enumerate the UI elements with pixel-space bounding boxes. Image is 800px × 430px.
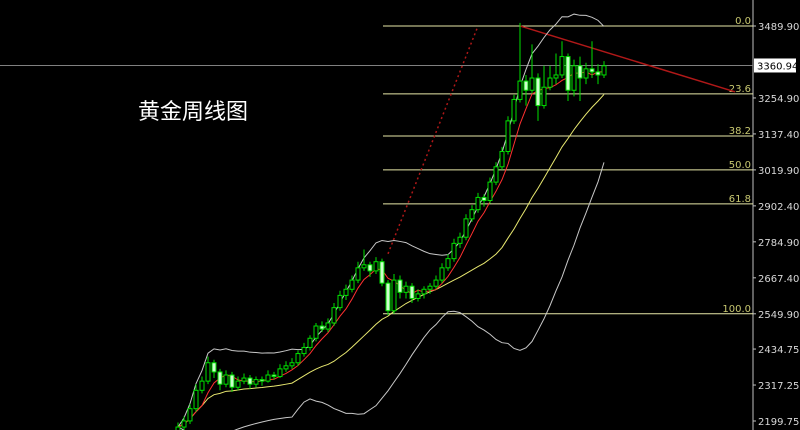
candle-up [313, 325, 319, 339]
candle-up [553, 74, 559, 79]
candle-down [319, 325, 325, 330]
y-tick-label: 2549.90 [758, 310, 799, 321]
fib-level-label: 61.8 [729, 194, 751, 205]
candle-up [355, 267, 361, 281]
bollinger-upper-band [177, 13, 605, 428]
candle-up [187, 408, 193, 422]
candle-up [541, 86, 547, 107]
candle-up [175, 426, 181, 430]
candle-up [451, 242, 457, 260]
fib-connector-dotted-line [387, 25, 479, 255]
candle-down [367, 264, 373, 272]
candle-up [283, 365, 289, 370]
current-price-box [754, 58, 796, 73]
candle-up [241, 377, 247, 382]
candle-up [511, 98, 517, 122]
candle-down [259, 379, 265, 382]
candle-up [391, 279, 397, 312]
candle-down [385, 282, 391, 312]
candle-up [223, 374, 229, 385]
y-tick-label: 2784.90 [758, 238, 799, 249]
candle-down [211, 362, 217, 373]
candle-up [253, 379, 259, 385]
candle-down [379, 261, 385, 284]
candle-up [343, 288, 349, 296]
candle-up [487, 181, 493, 201]
candle-down [523, 80, 529, 91]
candle-up [583, 68, 589, 79]
candle-down [589, 68, 595, 73]
candle-up [601, 65, 607, 76]
candle-up [445, 258, 451, 269]
candle-up [337, 294, 343, 309]
fib-level-label: 100.0 [722, 304, 751, 315]
y-tick-label: 3137.40 [758, 130, 799, 141]
fib-level-label: 0.0 [735, 16, 751, 27]
resistance-trendline [519, 25, 736, 93]
y-tick-label: 3489.90 [758, 22, 799, 33]
y-tick-label: 2434.75 [758, 345, 799, 356]
candle-up [529, 77, 535, 91]
candle-up [205, 362, 211, 382]
fib-level-label: 38.2 [729, 126, 751, 137]
candle-up [295, 353, 301, 364]
candle-up [349, 279, 355, 290]
candle-up [499, 150, 505, 168]
candle-up [199, 380, 205, 391]
y-tick-label: 2199.75 [758, 417, 799, 428]
candle-down [409, 285, 415, 299]
candle-up [517, 80, 523, 100]
fib-level-label: 23.6 [729, 84, 751, 95]
candle-up [571, 65, 577, 91]
candle-up [265, 374, 271, 382]
candle-down [535, 77, 541, 107]
candle-down [217, 371, 223, 385]
moving-average-slow [177, 94, 605, 428]
candle-up [559, 56, 565, 76]
candle-down [595, 71, 601, 76]
bollinger-lower-band [177, 162, 605, 430]
candle-down [271, 374, 277, 378]
candle-up [403, 285, 409, 293]
fib-level-label: 50.0 [729, 160, 751, 171]
candle-up [307, 337, 313, 348]
candle-up [181, 420, 187, 428]
candle-up [361, 264, 367, 269]
candle-up [277, 368, 283, 378]
y-tick-label: 3019.90 [758, 166, 799, 177]
candle-up [439, 267, 445, 281]
candle-up [325, 322, 331, 330]
candle-up [421, 288, 427, 295]
y-tick-label: 2902.40 [758, 202, 799, 213]
y-tick-label: 3254.90 [758, 94, 799, 105]
candle-up [235, 380, 241, 388]
y-tick-label: 2317.25 [758, 381, 799, 392]
candle-up [463, 218, 469, 238]
candle-up [373, 261, 379, 272]
candle-up [433, 279, 439, 287]
candle-down [247, 377, 253, 385]
candle-up [475, 196, 481, 211]
candle-up [505, 120, 511, 152]
candle-down [565, 56, 571, 91]
candle-down [397, 279, 403, 293]
candle-up [547, 77, 553, 88]
candle-up [415, 293, 421, 299]
candle-up [469, 209, 475, 220]
current-price-label: 3360.94 [757, 61, 798, 72]
candle-down [577, 65, 583, 79]
candle-up [427, 285, 433, 290]
candle-up [289, 362, 295, 367]
candle-up [331, 307, 337, 324]
candle-down [481, 196, 487, 201]
candle-down [229, 374, 235, 388]
candle-up [193, 389, 199, 410]
candle-up [493, 166, 499, 183]
y-tick-label: 2667.40 [758, 274, 799, 285]
candle-up [457, 236, 463, 244]
candle-up [301, 346, 307, 355]
chart-title: 黄金周线图 [138, 100, 249, 125]
